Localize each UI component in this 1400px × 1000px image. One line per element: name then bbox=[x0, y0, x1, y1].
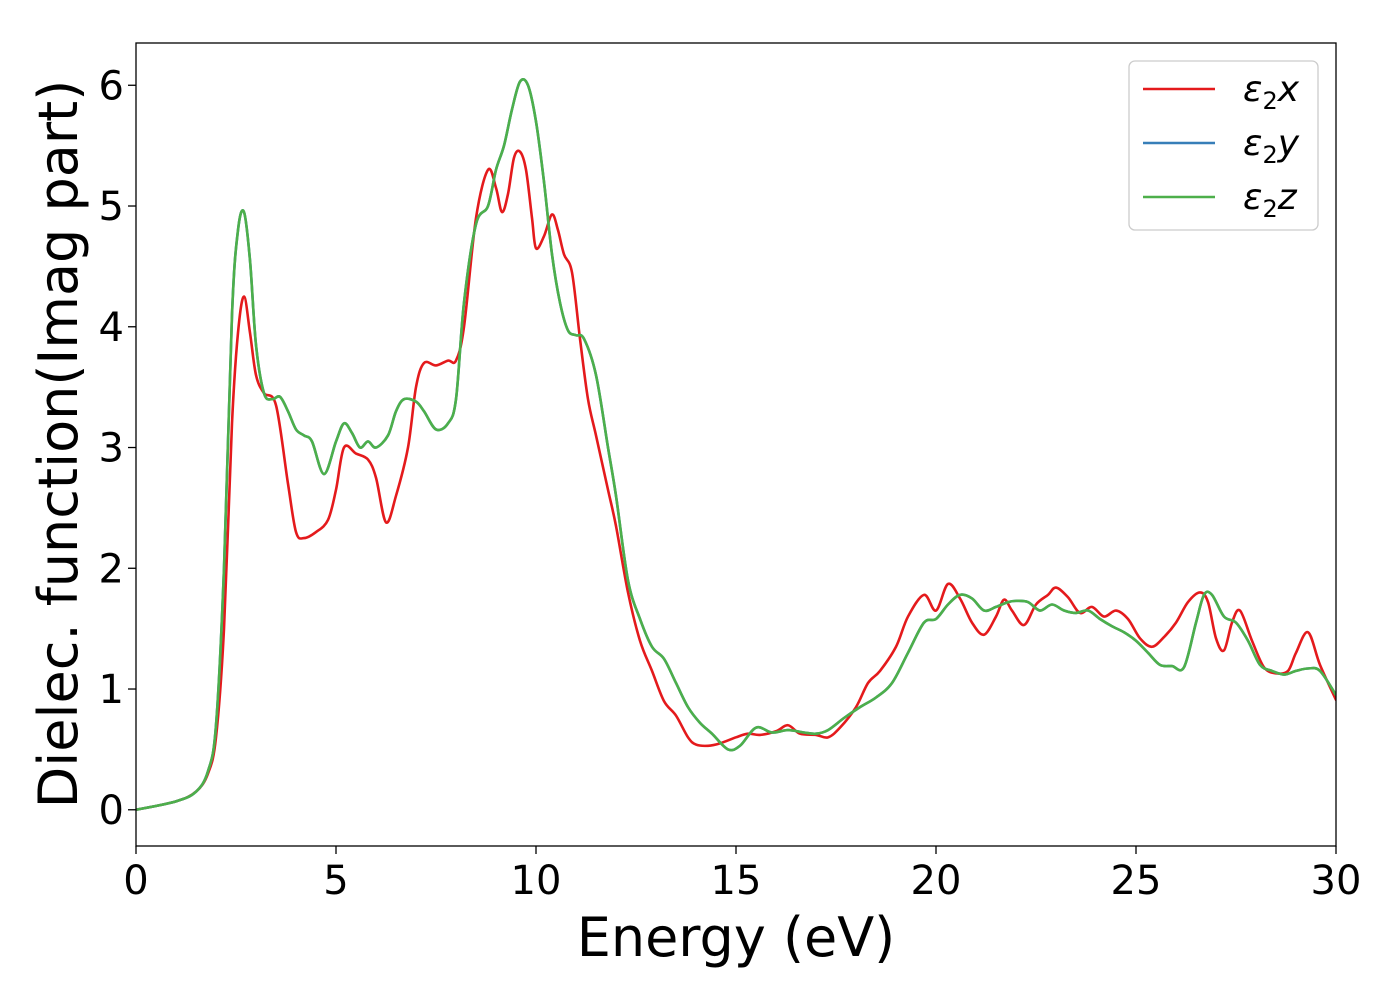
series-line-x bbox=[136, 149, 1336, 812]
y-tick-label: 2 bbox=[99, 546, 124, 592]
x-tick-label: 20 bbox=[911, 858, 962, 904]
y-tick-label: 3 bbox=[99, 426, 124, 472]
legend-label-symbol: ε bbox=[1243, 69, 1262, 110]
x-tick-label: 25 bbox=[1111, 858, 1162, 904]
x-axis: 0 5 10 15 20 25 30 bbox=[123, 846, 1361, 904]
x-tick-label: 5 bbox=[323, 858, 348, 904]
legend-label-symbol: ε bbox=[1243, 123, 1262, 164]
legend-label-variable: x bbox=[1277, 69, 1300, 110]
legend-label-variable: z bbox=[1277, 177, 1298, 218]
series-layer bbox=[136, 77, 1336, 812]
legend-label-subscript: 2 bbox=[1262, 141, 1277, 169]
legend-box bbox=[1128, 60, 1319, 231]
y-axis-title: Dielec. function(Imag part) bbox=[27, 80, 90, 809]
legend-label-y: ε2y bbox=[1243, 123, 1300, 169]
y-tick-label: 5 bbox=[99, 184, 124, 230]
y-tick-label: 0 bbox=[99, 788, 124, 834]
x-tick-label: 10 bbox=[511, 858, 562, 904]
y-tick-label: 4 bbox=[99, 305, 124, 351]
legend-label-variable: y bbox=[1277, 123, 1300, 164]
x-axis-title: Energy (eV) bbox=[577, 906, 896, 969]
y-tick-label: 6 bbox=[99, 63, 124, 109]
legend-label-symbol: ε bbox=[1243, 177, 1262, 218]
legend-label-z: ε2z bbox=[1243, 177, 1298, 223]
y-axis: 0 1 2 3 4 5 6 bbox=[99, 63, 136, 834]
x-tick-label: 30 bbox=[1311, 858, 1362, 904]
x-tick-label: 0 bbox=[123, 858, 148, 904]
x-tick-label: 15 bbox=[711, 858, 762, 904]
legend-label-subscript: 2 bbox=[1262, 87, 1277, 115]
legend-label-x: ε2x bbox=[1243, 69, 1300, 115]
y-tick-label: 1 bbox=[99, 667, 124, 713]
legend-label-subscript: 2 bbox=[1262, 195, 1277, 223]
series-line-z bbox=[136, 77, 1336, 812]
